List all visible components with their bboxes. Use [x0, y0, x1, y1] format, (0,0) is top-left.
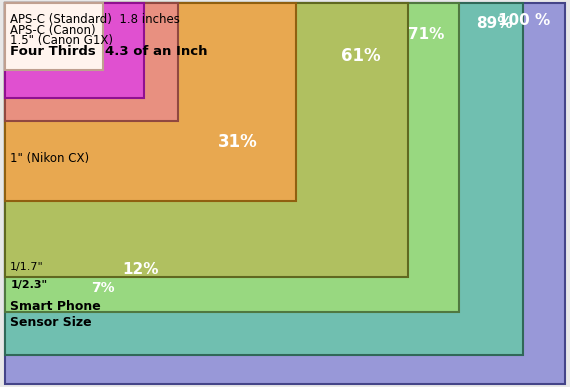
Text: 1/2.3": 1/2.3" [10, 280, 47, 290]
Bar [5, 3, 144, 98]
Bar [5, 3, 178, 121]
Text: Four Thirds  4.3 of an Inch: Four Thirds 4.3 of an Inch [10, 45, 207, 58]
Text: 89%: 89% [476, 16, 512, 31]
Text: Smart Phone
Sensor Size: Smart Phone Sensor Size [10, 300, 101, 329]
Text: 31%: 31% [218, 133, 258, 151]
Text: 71%: 71% [408, 27, 445, 42]
Text: APS-C (Canon): APS-C (Canon) [10, 24, 96, 37]
Bar [5, 3, 103, 70]
Bar [5, 3, 408, 277]
Bar [5, 3, 459, 312]
Text: 1/1.7": 1/1.7" [10, 262, 44, 272]
Text: 100 %: 100 % [498, 13, 551, 27]
Text: APS-C (Standard)  1.8 inches: APS-C (Standard) 1.8 inches [10, 13, 180, 26]
Text: 1" (Nikon CX): 1" (Nikon CX) [10, 152, 89, 164]
Text: 7%: 7% [92, 281, 115, 295]
Text: 61%: 61% [341, 47, 381, 65]
Text: 1.5" (Canon G1X): 1.5" (Canon G1X) [10, 34, 113, 47]
Bar [5, 3, 296, 201]
Text: 12%: 12% [123, 262, 159, 277]
